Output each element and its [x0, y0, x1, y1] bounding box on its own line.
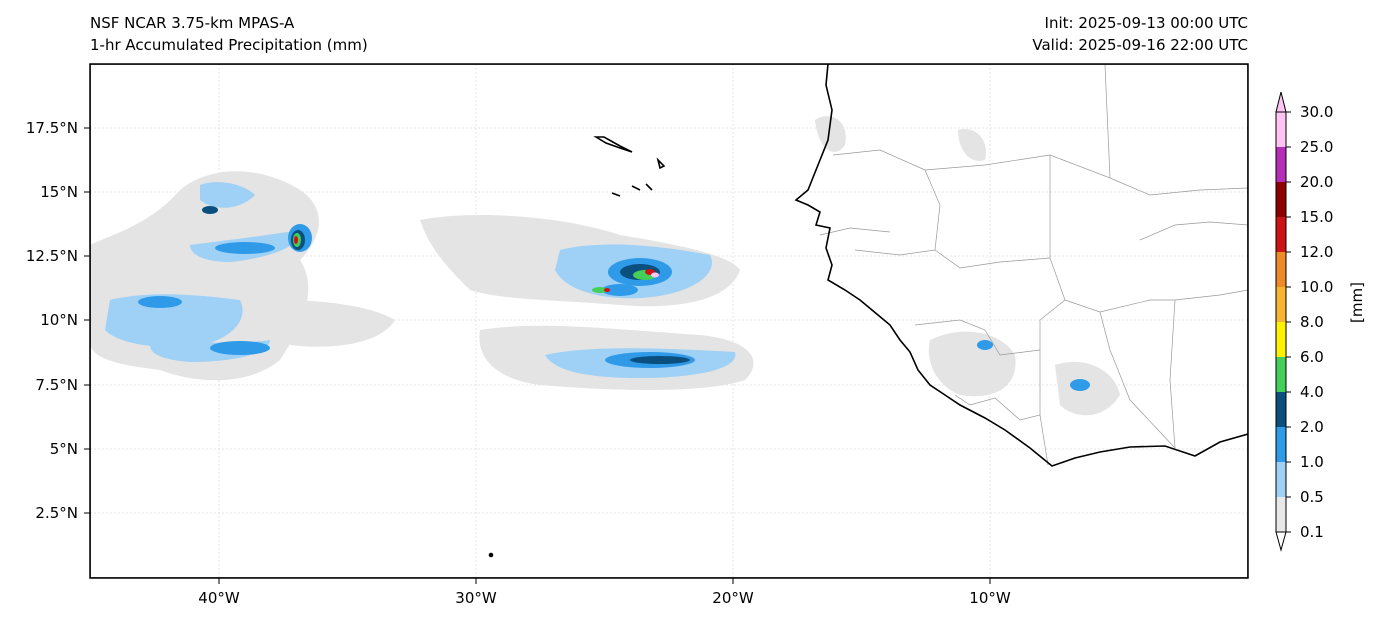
lon-tick-label: 30°W [455, 589, 497, 607]
lat-tick-label: 10°N [40, 311, 78, 329]
lon-tick-label: 10°W [969, 589, 1011, 607]
colorbar-tick-label: 2.0 [1300, 418, 1324, 436]
lon-tick-label: 40°W [198, 589, 240, 607]
colorbar-segment [1276, 462, 1286, 497]
colorbar [1275, 91, 1291, 552]
lon-tick-label: 20°W [712, 589, 754, 607]
colorbar-segment [1276, 322, 1286, 357]
colorbar-segment [1276, 357, 1286, 392]
colorbar-tick-label: 10.0 [1300, 278, 1334, 296]
init-time: Init: 2025-09-13 00:00 UTC [1044, 14, 1248, 32]
colorbar-tick-label: 4.0 [1300, 383, 1324, 401]
colorbar-segment [1276, 182, 1286, 217]
map-frame [89, 63, 1249, 579]
country-borders [819, 64, 1248, 466]
colorbar-segment [1276, 147, 1286, 182]
extreme-precip-cores [294, 236, 655, 292]
colorbar-tick-label: 8.0 [1300, 313, 1324, 331]
colorbar-segment [1276, 427, 1286, 462]
colorbar-max-extension [1275, 91, 1287, 113]
lat-tick-label: 5°N [49, 440, 78, 458]
map-area [90, 64, 1248, 578]
colorbar-tick-label: 12.0 [1300, 243, 1334, 261]
colorbar-tick-label: 0.5 [1300, 488, 1324, 506]
colorbar-units-label: [mm] [1348, 282, 1366, 323]
coastline [488, 64, 1248, 558]
colorbar-tick-label: 1.0 [1300, 453, 1324, 471]
colorbar-tick-label: 30.0 [1300, 103, 1334, 121]
field-name: 1-hr Accumulated Precipitation (mm) [90, 36, 368, 54]
colorbar-min-extension [1275, 531, 1287, 552]
lat-tick-label: 2.5°N [35, 504, 78, 522]
axis-tick-marks [84, 127, 991, 584]
time-block: Init: 2025-09-13 00:00 UTC Valid: 2025-0… [1032, 12, 1248, 56]
peak-precip-cores [651, 272, 659, 278]
valid-time: Valid: 2025-09-16 22:00 UTC [1032, 36, 1248, 54]
colorbar-segment [1276, 112, 1286, 147]
colorbar-tick-label: 0.1 [1300, 523, 1324, 541]
colorbar-segment [1276, 252, 1286, 287]
colorbar-segment [1276, 217, 1286, 252]
colorbar-tick-label: 25.0 [1300, 138, 1334, 156]
lat-tick-label: 7.5°N [35, 376, 78, 394]
colorbar-segment [1276, 497, 1286, 532]
colorbar-tick-label: 6.0 [1300, 348, 1324, 366]
colorbar-tick-label: 20.0 [1300, 173, 1334, 191]
lat-tick-label: 17.5°N [25, 119, 78, 137]
colorbar-segment [1276, 287, 1286, 322]
map-title-block: NSF NCAR 3.75-km MPAS-A 1-hr Accumulated… [90, 12, 368, 56]
lat-tick-label: 12.5°N [25, 247, 78, 265]
colorbar-tick-label: 15.0 [1300, 208, 1334, 226]
lat-tick-label: 15°N [40, 183, 78, 201]
colorbar-segment [1276, 392, 1286, 427]
model-name: NSF NCAR 3.75-km MPAS-A [90, 14, 295, 32]
